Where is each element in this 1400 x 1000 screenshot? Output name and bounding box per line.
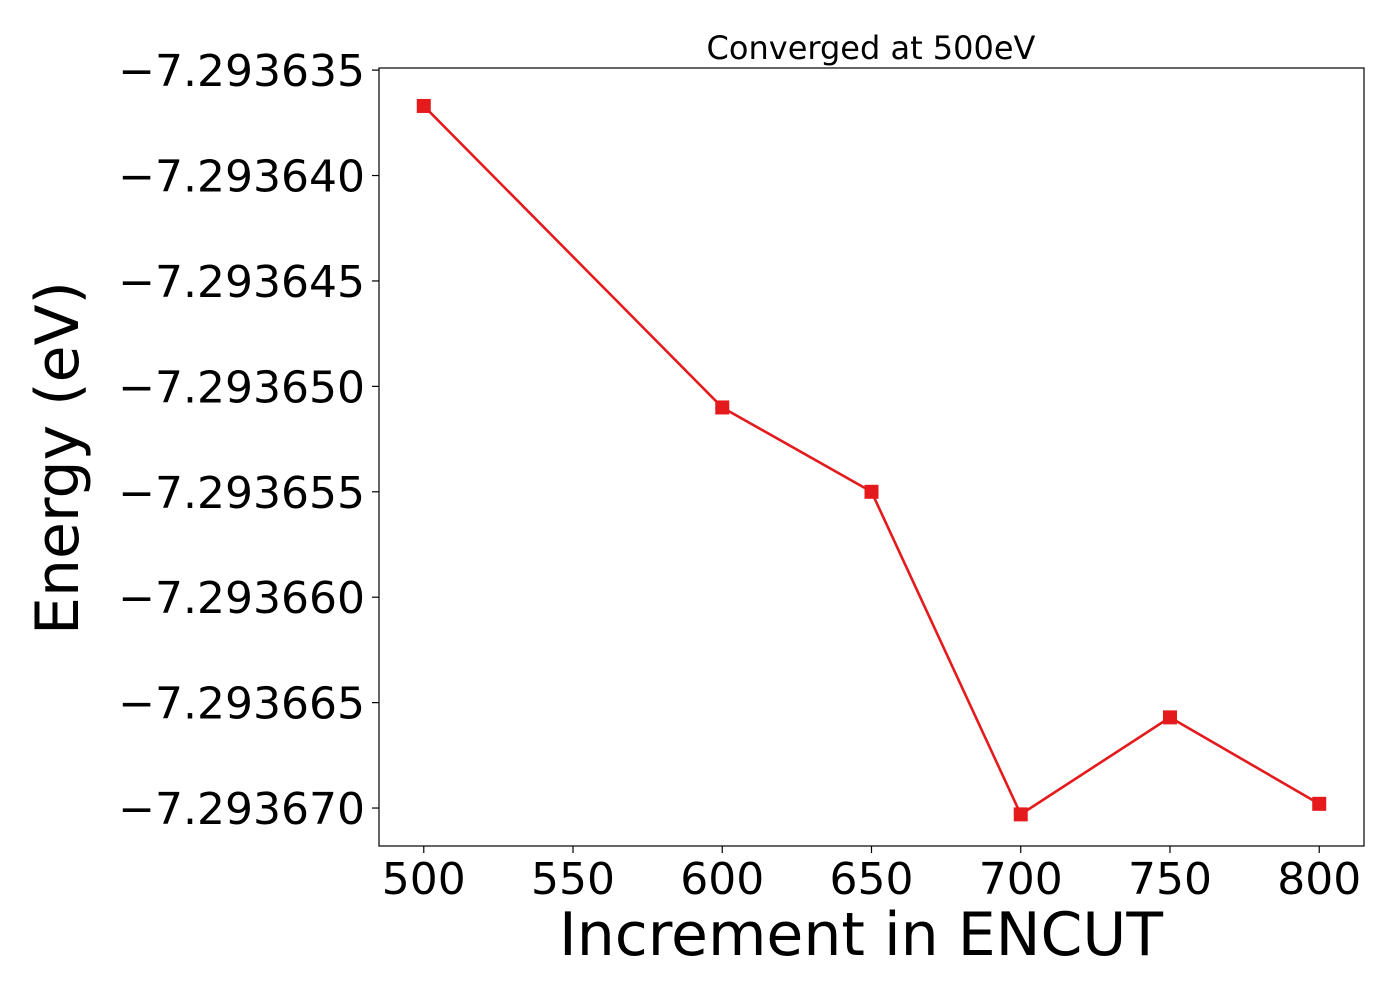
- x-tick-label: 800: [1277, 854, 1361, 905]
- axes-frame: [378, 67, 1365, 847]
- data-point-marker: [864, 484, 879, 499]
- y-tick-label: −7.293650: [118, 362, 365, 413]
- x-axis-ticks: 500 550 600 650 700 750 800: [382, 846, 1361, 905]
- x-axis-label: Increment in ENCUT: [559, 900, 1163, 970]
- data-point-marker: [1312, 796, 1327, 811]
- y-tick-label: −7.293640: [118, 152, 365, 203]
- data-point-marker: [715, 400, 730, 415]
- x-tick-label: 700: [979, 854, 1063, 905]
- x-tick-label: 600: [680, 854, 764, 905]
- x-tick-label: 750: [1128, 854, 1212, 905]
- data-point-marker: [1162, 710, 1177, 725]
- plot-area: [378, 67, 1365, 847]
- data-point-marker: [1013, 807, 1028, 822]
- y-axis-ticks: −7.293635 −7.293640 −7.293645 −7.293650 −7.2…: [118, 46, 379, 835]
- x-tick-label: 500: [382, 854, 466, 905]
- y-tick-label: −7.293655: [118, 468, 365, 519]
- y-axis-label: Energy (eV): [23, 281, 93, 635]
- y-tick-label: −7.293660: [118, 573, 365, 624]
- y-tick-label: −7.293645: [118, 257, 365, 308]
- y-tick-label: −7.293665: [118, 679, 365, 730]
- y-tick-label: −7.293670: [118, 784, 365, 835]
- chart-title: Converged at 500eV: [707, 29, 1036, 67]
- x-tick-label: 650: [830, 854, 914, 905]
- y-tick-label: −7.293635: [118, 46, 365, 97]
- x-tick-label: 550: [531, 854, 615, 905]
- data-point-marker: [416, 98, 431, 113]
- series-line: [422, 105, 1320, 816]
